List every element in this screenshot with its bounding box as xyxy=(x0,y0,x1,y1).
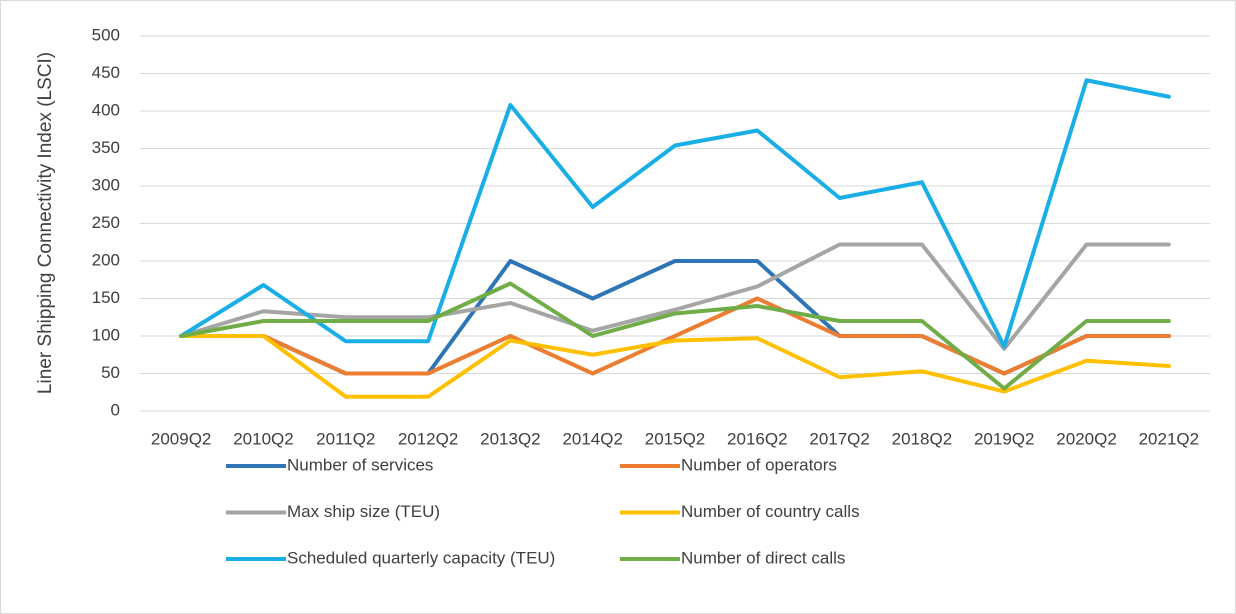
x-tick-label: 2017Q2 xyxy=(809,429,870,448)
series-line xyxy=(179,281,1171,391)
y-tick-label: 100 xyxy=(92,325,120,344)
legend-label: Number of operators xyxy=(681,455,837,474)
legend-label: Number of direct calls xyxy=(681,548,845,567)
series-line xyxy=(179,242,1171,351)
x-tick-label: 2011Q2 xyxy=(316,429,375,448)
y-tick-label: 150 xyxy=(92,288,120,307)
series-line xyxy=(179,334,1171,399)
legend-label: Number of country calls xyxy=(681,502,860,521)
y-tick-label: 300 xyxy=(92,175,120,194)
legend-label: Number of services xyxy=(287,455,433,474)
y-tick-label: 250 xyxy=(92,213,120,232)
y-tick-label: 450 xyxy=(92,63,120,82)
y-tick-label: 500 xyxy=(92,25,120,44)
x-tick-label: 2013Q2 xyxy=(480,429,541,448)
y-tick-label: 400 xyxy=(92,100,120,119)
y-tick-label: 50 xyxy=(101,363,120,382)
y-tick-label: 200 xyxy=(92,250,120,269)
x-tick-label: 2021Q2 xyxy=(1139,429,1200,448)
y-axis-label: Liner Shipping Connectivity Index (LSCI) xyxy=(35,52,56,394)
series-line xyxy=(179,296,1171,376)
x-tick-label: 2018Q2 xyxy=(892,429,953,448)
x-tick-label: 2010Q2 xyxy=(233,429,294,448)
legend-label: Max ship size (TEU) xyxy=(287,502,440,521)
x-tick-label: 2019Q2 xyxy=(974,429,1035,448)
y-tick-label: 0 xyxy=(111,400,120,419)
series-line xyxy=(179,78,1171,349)
x-tick-label: 2009Q2 xyxy=(151,429,212,448)
x-tick-label: 2015Q2 xyxy=(645,429,706,448)
x-tick-label: 2012Q2 xyxy=(398,429,459,448)
legend-label: Scheduled quarterly capacity (TEU) xyxy=(287,548,555,567)
x-tick-label: 2016Q2 xyxy=(727,429,788,448)
x-tick-label: 2014Q2 xyxy=(562,429,623,448)
y-tick-label: 350 xyxy=(92,138,120,157)
x-tick-label: 2020Q2 xyxy=(1056,429,1117,448)
